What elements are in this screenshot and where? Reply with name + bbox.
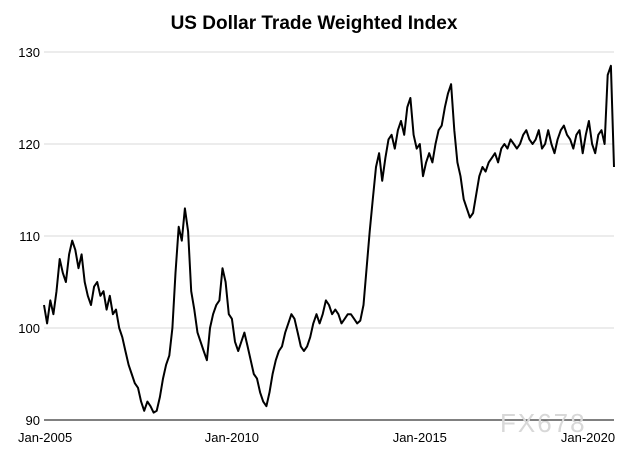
y-axis-ticks: 130 120 110 100 90	[18, 45, 40, 428]
watermark-text: FX678	[500, 408, 587, 438]
x-tick-label: Jan-2005	[18, 430, 72, 445]
x-tick-label: Jan-2020	[561, 430, 615, 445]
y-tick-label: 110	[19, 229, 40, 244]
y-tick-label: 100	[18, 321, 40, 336]
y-tick-label: 90	[26, 413, 40, 428]
series-line	[43, 64, 615, 414]
y-tick-label: 120	[18, 137, 40, 152]
gridlines	[44, 51, 614, 329]
chart-title: US Dollar Trade Weighted Index	[171, 13, 458, 34]
x-tick-label: Jan-2015	[393, 430, 447, 445]
x-tick-label: Jan-2010	[205, 430, 259, 445]
y-tick-label: 130	[18, 45, 40, 60]
x-axis-ticks: Jan-2005 Jan-2010 Jan-2015 Jan-2020	[18, 430, 615, 445]
